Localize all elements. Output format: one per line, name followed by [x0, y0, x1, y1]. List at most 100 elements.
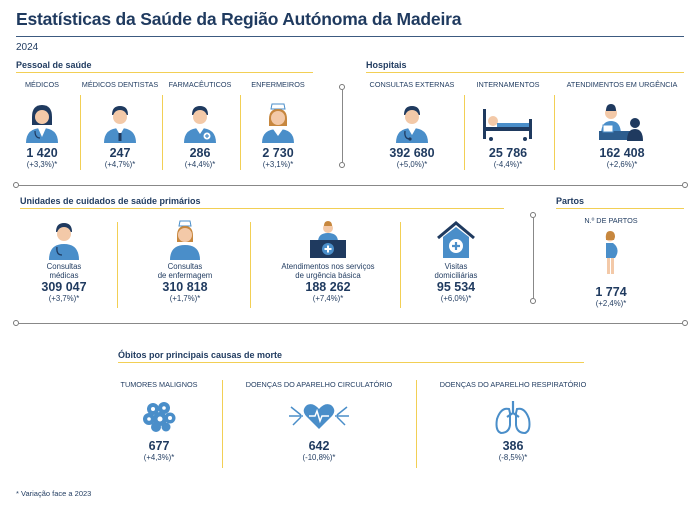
section-rule-partos — [556, 208, 684, 209]
stat-value: 162 408 — [599, 146, 645, 160]
stat-change: (+5,0%)* — [396, 160, 428, 169]
stat-tumores: TUMORES MALIGNOS 677 (+4,3%)* — [104, 380, 214, 462]
stat-change: (+3,7%)* — [48, 294, 80, 303]
stat-urgencia-basica: Atendimentos nos serviços de urgência bá… — [258, 220, 398, 303]
stat-medicos: MÉDICOS 1 420 (+3,3%)* — [10, 80, 74, 169]
stat-value: 286 — [189, 146, 211, 160]
section-heading-hospitais: Hospitais — [366, 60, 407, 70]
stat-enfermeiros: ENFERMEIROS 2 730 (+3,1%)* — [240, 80, 316, 169]
stat-internamentos: INTERNAMENTOS 25 786 (-4,4%)* — [464, 80, 552, 169]
stat-label: DOENÇAS DO APARELHO RESPIRATÓRIO — [439, 380, 587, 389]
stat-label: INTERNAMENTOS — [476, 80, 540, 89]
stat-change: (+2,6%)* — [606, 160, 638, 169]
doctor-icon — [362, 101, 462, 143]
stat-label-line2: médicas — [49, 271, 79, 280]
section-heading-partos: Partos — [556, 196, 585, 206]
stat-label: DOENÇAS DO APARELHO CIRCULATÓRIO — [245, 380, 393, 389]
stat-value: 386 — [502, 439, 524, 453]
pregnant-woman-icon — [556, 231, 666, 275]
emergency-desk-icon — [554, 101, 690, 143]
stat-value: 1 774 — [595, 285, 627, 299]
stat-label: MÉDICOS — [24, 80, 60, 89]
stat-value: 677 — [148, 439, 170, 453]
hospital-bed-icon — [464, 101, 552, 143]
stat-label-line1: Consultas — [46, 262, 82, 271]
stat-value: 310 818 — [162, 280, 208, 294]
nurse-head-icon — [130, 220, 240, 260]
column-separator — [464, 95, 465, 170]
stat-label: ATENDIMENTOS EM URGÊNCIA — [566, 80, 678, 89]
section-rule-obitos — [118, 362, 584, 363]
stat-change: (+3,3%)* — [26, 160, 58, 169]
stat-atendimentos-urgencia: ATENDIMENTOS EM URGÊNCIA 162 408 (+2,6%)… — [554, 80, 690, 169]
stat-change: (-4,4%)* — [493, 160, 523, 169]
stat-change: (+6,0%)* — [440, 294, 472, 303]
stat-visitas-domiciliarias: Visitas domiciliárias 95 534 (+6,0%)* — [404, 220, 508, 303]
stat-label: ENFERMEIROS — [251, 80, 305, 89]
connector-line — [533, 218, 534, 298]
stat-medicos-dentistas: MÉDICOS DENTISTAS 247 (+4,7%)* — [80, 80, 160, 169]
section-heading-primarios: Unidades de cuidados de saúde primários — [20, 196, 201, 206]
page-title: Estatísticas da Saúde da Região Autónoma… — [16, 9, 462, 29]
stat-label-line2: de enfermagem — [157, 271, 213, 280]
stat-value: 247 — [109, 146, 131, 160]
stat-consultas-externas: CONSULTAS EXTERNAS 392 680 (+5,0%)* — [362, 80, 462, 169]
stat-label-line2: de urgência básica — [295, 271, 361, 280]
stat-label-line1: Consultas — [167, 262, 203, 271]
connector-dot — [339, 162, 345, 168]
stat-value: 642 — [308, 439, 330, 453]
stat-value: 392 680 — [389, 146, 435, 160]
tumor-cells-icon — [104, 399, 214, 433]
stat-value: 188 262 — [305, 280, 351, 294]
connector-line — [19, 323, 682, 324]
stat-change: (+2,4%)* — [595, 299, 627, 308]
stat-change: (+4,7%)* — [104, 160, 136, 169]
connector-dot — [682, 182, 688, 188]
stat-value: 1 420 — [26, 146, 58, 160]
connector-dot — [339, 84, 345, 90]
year-label: 2024 — [16, 42, 39, 53]
column-separator — [222, 380, 223, 468]
stat-value: 309 047 — [41, 280, 87, 294]
column-separator — [240, 95, 241, 170]
stat-label: FARMACÊUTICOS — [168, 80, 232, 89]
home-care-icon — [404, 220, 508, 260]
stat-label-line2: domiciliárias — [434, 271, 478, 280]
connector-dot — [530, 298, 536, 304]
stat-change: (-8,5%)* — [498, 453, 528, 462]
section-rule-hospitais — [366, 72, 684, 73]
urgent-care-desk-icon — [258, 220, 398, 260]
stat-farmaceuticos: FARMACÊUTICOS 286 (+4,4%)* — [162, 80, 238, 169]
connector-dot — [682, 320, 688, 326]
column-separator — [250, 222, 251, 308]
stat-change: (+7,4%)* — [312, 294, 344, 303]
column-separator — [554, 95, 555, 170]
stat-consultas-enfermagem: Consultas de enfermagem 310 818 (+1,7%)* — [130, 220, 240, 303]
stat-label-line1: Visitas — [444, 262, 468, 271]
stat-partos: N.º DE PARTOS 1 774 (+2,4%)* — [556, 216, 666, 308]
lungs-icon — [428, 399, 598, 435]
connector-dot — [13, 182, 19, 188]
stat-label: N.º DE PARTOS — [584, 216, 638, 225]
section-heading-pessoal: Pessoal de saúde — [16, 60, 92, 70]
footnote: * Variação face a 2023 — [16, 489, 92, 498]
section-heading-obitos: Óbitos por principais causas de morte — [118, 350, 283, 360]
stat-consultas-medicas: Consultas médicas 309 047 (+3,7%)* — [14, 220, 114, 303]
stat-label: MÉDICOS DENTISTAS — [81, 80, 159, 89]
pharmacist-icon — [162, 101, 238, 143]
title-rule — [16, 36, 684, 37]
stat-change: (+4,4%)* — [184, 160, 216, 169]
stat-label-line1: Atendimentos nos serviços — [281, 262, 375, 271]
column-separator — [117, 222, 118, 308]
column-separator — [416, 380, 417, 468]
stat-value: 95 534 — [436, 280, 476, 294]
nurse-icon — [240, 101, 316, 143]
stat-change: (+3,1%)* — [262, 160, 294, 169]
dentist-icon — [80, 101, 160, 143]
section-rule-pessoal — [16, 72, 313, 73]
stat-change: (+4,3%)* — [143, 453, 175, 462]
doctor-female-icon — [10, 101, 74, 143]
stat-change: (+1,7%)* — [169, 294, 201, 303]
column-separator — [80, 95, 81, 170]
column-separator — [162, 95, 163, 170]
